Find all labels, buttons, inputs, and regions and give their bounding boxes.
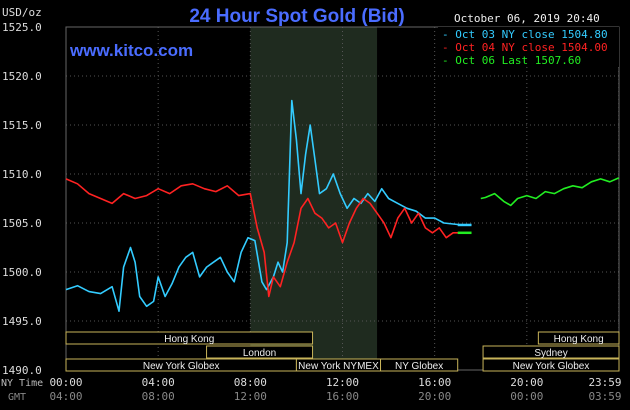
ny-time-tick: 16:00 [418, 376, 451, 389]
legend-entry: - Oct 04 NY close 1504.00 [442, 41, 608, 54]
market-session-label: London [243, 348, 276, 359]
ny-time-tick: 23:59 [588, 376, 621, 389]
gmt-label: GMT [8, 392, 26, 403]
x-axis-ticks: 00:0004:0004:0008:0008:0012:0012:0016:00… [49, 376, 621, 403]
y-axis-unit: USD/oz [2, 6, 42, 19]
ny-time-tick: 20:00 [510, 376, 543, 389]
market-session-label: New York Globex [513, 361, 590, 372]
y-tick-label: 1495.0 [2, 315, 42, 328]
y-tick-label: 1505.0 [2, 217, 42, 230]
ny-time-tick: 00:00 [49, 376, 82, 389]
y-tick-label: 1525.0 [2, 21, 42, 34]
gmt-tick: 16:00 [326, 390, 359, 403]
gmt-tick: 00:00 [510, 390, 543, 403]
market-session-bar [537, 331, 620, 345]
market-session-label: Hong Kong [164, 334, 214, 345]
y-tick-label: 1515.0 [2, 119, 42, 132]
legend-entry: - Oct 03 NY close 1504.80 [442, 28, 608, 41]
market-session-bar [482, 358, 620, 372]
market-session-bar [206, 345, 314, 359]
market-session-label: New York NYMEX [298, 361, 379, 372]
series-line-oct-06 [480, 177, 620, 207]
market-session-bar [482, 345, 620, 359]
y-tick-label: 1510.0 [2, 168, 42, 181]
market-session-label: New York Globex [143, 361, 220, 372]
legend-entry: - Oct 06 Last 1507.60 [442, 54, 581, 67]
series-line-oct-04 [65, 178, 472, 298]
market-session-label: NY Globex [395, 361, 443, 372]
gmt-tick: 20:00 [418, 390, 451, 403]
ny-time-label: NY Time [1, 378, 43, 389]
market-session-label: Sydney [534, 348, 567, 359]
legend: - Oct 03 NY close 1504.80- Oct 04 NY clo… [438, 27, 619, 67]
y-axis-ticks: 1490.0 1495.0 1500.0 1505.0 1510.0 1515.0 1520… [2, 21, 42, 377]
gmt-tick: 04:00 [49, 390, 82, 403]
ny-time-tick: 08:00 [234, 376, 267, 389]
gmt-tick: 08:00 [142, 390, 175, 403]
site-watermark: www.kitco.com [69, 41, 193, 60]
chart-title: 24 Hour Spot Gold (Bid) [189, 6, 404, 27]
gmt-tick: 12:00 [234, 390, 267, 403]
market-session-bars: Hong Kong London New York Globex New York N… [65, 331, 620, 372]
series-lines [65, 99, 620, 313]
market-session-bar [65, 331, 314, 345]
legend-box [438, 27, 619, 67]
gmt-tick: 03:59 [588, 390, 621, 403]
y-tick-label: 1520.0 [2, 70, 42, 83]
y-tick-label: 1500.0 [2, 266, 42, 279]
ny-time-tick: 12:00 [326, 376, 359, 389]
y-tick-label: 1490.0 [2, 364, 42, 377]
market-session-label: Hong Kong [554, 334, 604, 345]
ny-time-tick: 04:00 [142, 376, 175, 389]
nymex-session-highlight [250, 27, 378, 370]
market-session-bar [380, 358, 459, 372]
header-datetime: October 06, 2019 20:40 [454, 12, 600, 25]
